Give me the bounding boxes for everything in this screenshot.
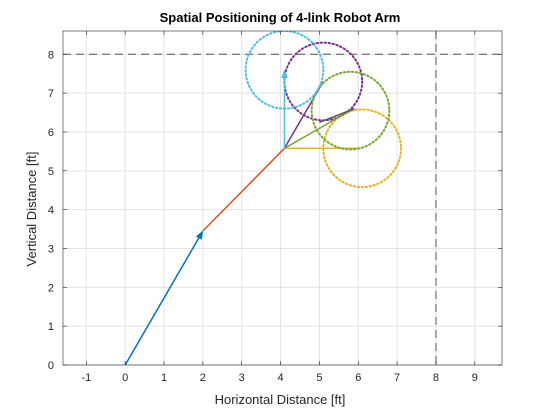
link-arrow-shaft (124, 237, 200, 365)
ticks: -1 0 1 2 3 4 5 6 7 8 9 0 1 2 3 4 5 6 7 8 (48, 31, 502, 384)
x-tick-label: -1 (81, 372, 91, 384)
limit-lines (63, 31, 502, 365)
y-tick-label: 2 (48, 282, 54, 294)
x-tick-label: 2 (200, 372, 206, 384)
x-tick-label: 4 (277, 372, 283, 384)
x-axis-label: Horizontal Distance [ft] (215, 392, 346, 407)
link-arrow-head (281, 69, 288, 79)
x-tick-label: 0 (122, 372, 128, 384)
chart-title: Spatial Positioning of 4-link Robot Arm (160, 10, 401, 25)
x-tick-label: 7 (394, 372, 400, 384)
data-layer (124, 31, 402, 365)
x-tick-label: 8 (433, 372, 439, 384)
reach-circle (310, 70, 391, 151)
x-tick-label: 1 (161, 372, 167, 384)
link-line (319, 107, 355, 123)
y-tick-label: 7 (48, 88, 54, 100)
axes-box (62, 30, 503, 366)
y-tick-label: 6 (48, 127, 54, 139)
x-tick-label: 9 (472, 372, 478, 384)
y-tick-label: 5 (48, 166, 54, 178)
x-tick-label: 5 (316, 372, 322, 384)
grid (63, 31, 502, 366)
y-tick-label: 4 (48, 205, 54, 217)
reach-circle (322, 108, 402, 189)
x-tick-label: 3 (239, 372, 245, 384)
link-line (202, 147, 285, 232)
y-tick-label: 0 (48, 360, 54, 372)
link-arrow-head (195, 230, 204, 240)
y-tick-label: 3 (48, 243, 54, 255)
x-tick-label: 6 (355, 372, 361, 384)
y-tick-label: 8 (48, 49, 54, 61)
reach-circle (244, 31, 325, 110)
y-tick-label: 1 (48, 321, 54, 333)
y-axis-label: Vertical Distance [ft] (24, 152, 39, 267)
